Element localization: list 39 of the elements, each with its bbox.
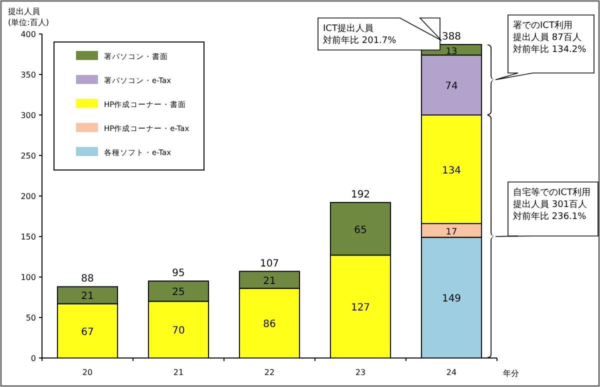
x-tick-label: 23 — [355, 368, 366, 377]
picture-callout: 自宅等でのICT利用 提出人員 301百人 対前年比 236.1% — [495, 182, 598, 237]
data-label: 21 — [263, 276, 276, 287]
data-label: 70 — [172, 326, 185, 337]
data-label: 67 — [81, 326, 94, 338]
data-label: 149 — [442, 294, 462, 305]
data-label: 86 — [263, 319, 276, 330]
data-label: 127 — [350, 302, 370, 314]
total-label: 95 — [172, 268, 185, 280]
x-tick-label: 21 — [173, 368, 184, 377]
x-tick-label: 20 — [82, 368, 93, 377]
total-label: 88 — [81, 274, 94, 285]
picture-callout: 署でのICT利用 提出人員 87百人 対前年比 134.2% — [495, 14, 594, 80]
data-label: 65 — [354, 224, 367, 236]
data-label: 13 — [446, 46, 458, 57]
total-label: 388 — [442, 32, 462, 43]
annotation: 対前年比 201.7% — [323, 35, 397, 46]
x-tick-label: 22 — [264, 368, 275, 377]
y-tick-label: 200 — [20, 192, 36, 201]
data-label: 21 — [81, 291, 94, 302]
y-tick-label: 400 — [20, 30, 36, 39]
y-tick-label: 50 — [26, 314, 36, 322]
y-axis-title: 提出人員 (単位:百人) — [8, 7, 49, 27]
y-tick-label: 100 — [20, 273, 36, 282]
data-label: 134 — [442, 165, 462, 176]
total-label: 107 — [260, 258, 280, 270]
picture-callout: ICT提出人員 対前年比 201.7% — [318, 18, 442, 50]
x-axis-title: 年分 — [503, 369, 519, 378]
data-label: 74 — [445, 81, 458, 92]
x-tick-label: 24 — [446, 368, 457, 377]
y-tick-label: 300 — [20, 111, 36, 120]
total-label: 192 — [350, 189, 370, 200]
annotation: ICT提出人員 — [323, 23, 374, 34]
y-tick-label: 350 — [20, 70, 36, 80]
data-label: 17 — [446, 227, 458, 238]
y-tick-label: 150 — [20, 232, 36, 242]
y-tick-label: 0 — [30, 354, 36, 363]
data-label: 25 — [172, 287, 185, 298]
y-tick-label: 250 — [20, 152, 36, 160]
